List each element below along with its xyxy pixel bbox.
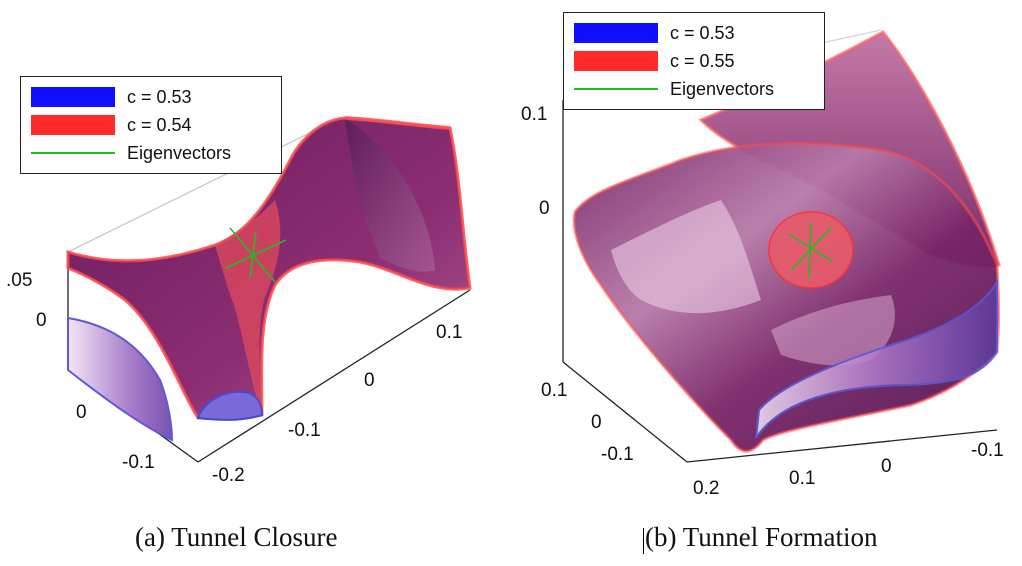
caption-a: (a) Tunnel Closure [135,522,338,552]
plot-tunnel-formation [562,29,1001,463]
z-tick-label: 0.1 [521,104,548,125]
legend-swatch-red [31,115,115,135]
legend-label: c = 0.55 [670,50,735,71]
legend-b: c = 0.53 c = 0.55 Eigenvectors [563,12,825,110]
y-tick-label: 0.1 [789,468,816,489]
legend-swatch-red [574,51,658,71]
x-tick-label: -0.1 [122,452,155,473]
text-cursor [643,528,644,554]
z-tick-label: 0 [36,310,47,331]
y-tick-label: 0 [881,456,892,477]
legend-label: c = 0.53 [127,86,192,107]
legend-item-c-053: c = 0.53 [31,83,271,111]
legend-swatch-blue [574,23,658,43]
legend-label: c = 0.53 [670,22,735,43]
legend-item-c-053: c = 0.53 [574,19,814,47]
x-tick-label: 0 [591,412,602,433]
surface-tunnel-closure [66,116,472,442]
legend-item-eigenvectors: Eigenvectors [31,139,271,167]
legend-label: c = 0.54 [127,114,192,135]
legend-label: Eigenvectors [127,142,232,163]
legend-swatch-blue [31,87,115,107]
x-tick-label: -0.1 [601,444,634,465]
y-tick-label: -0.1 [288,420,321,441]
y-tick-label: 0.2 [693,478,720,499]
x-tick-label: 0.1 [541,380,568,401]
z-tick-label: .05 [6,270,33,291]
z-tick-label: 0 [539,198,550,219]
legend-line-green [574,88,658,90]
caption-b: (b) Tunnel Formation [645,522,878,552]
eigenvectors-a [225,227,287,283]
x-tick-label: 0 [76,402,87,423]
legend-item-c-054: c = 0.54 [31,111,271,139]
y-tick-label: 0 [364,370,375,391]
legend-a: c = 0.53 c = 0.54 Eigenvectors [20,76,282,174]
y-tick-label: 0.1 [436,322,463,343]
y-tick-label: -0.1 [971,440,1004,461]
legend-item-c-055: c = 0.55 [574,47,814,75]
surface-tunnel-formation [572,30,1001,453]
plot-tunnel-closure [66,116,472,463]
y-tick-label: -0.2 [212,465,245,486]
legend-item-eigenvectors: Eigenvectors [574,75,814,103]
legend-line-green [31,152,115,154]
eigenvectors-b [788,221,834,279]
panel-tunnel-closure: c = 0.53 c = 0.54 Eigenvectors .05 0 0 -… [6,76,472,552]
legend-label: Eigenvectors [670,78,775,99]
panel-tunnel-formation: c = 0.53 c = 0.55 Eigenvectors 0.1 0 0.1… [511,0,1022,566]
